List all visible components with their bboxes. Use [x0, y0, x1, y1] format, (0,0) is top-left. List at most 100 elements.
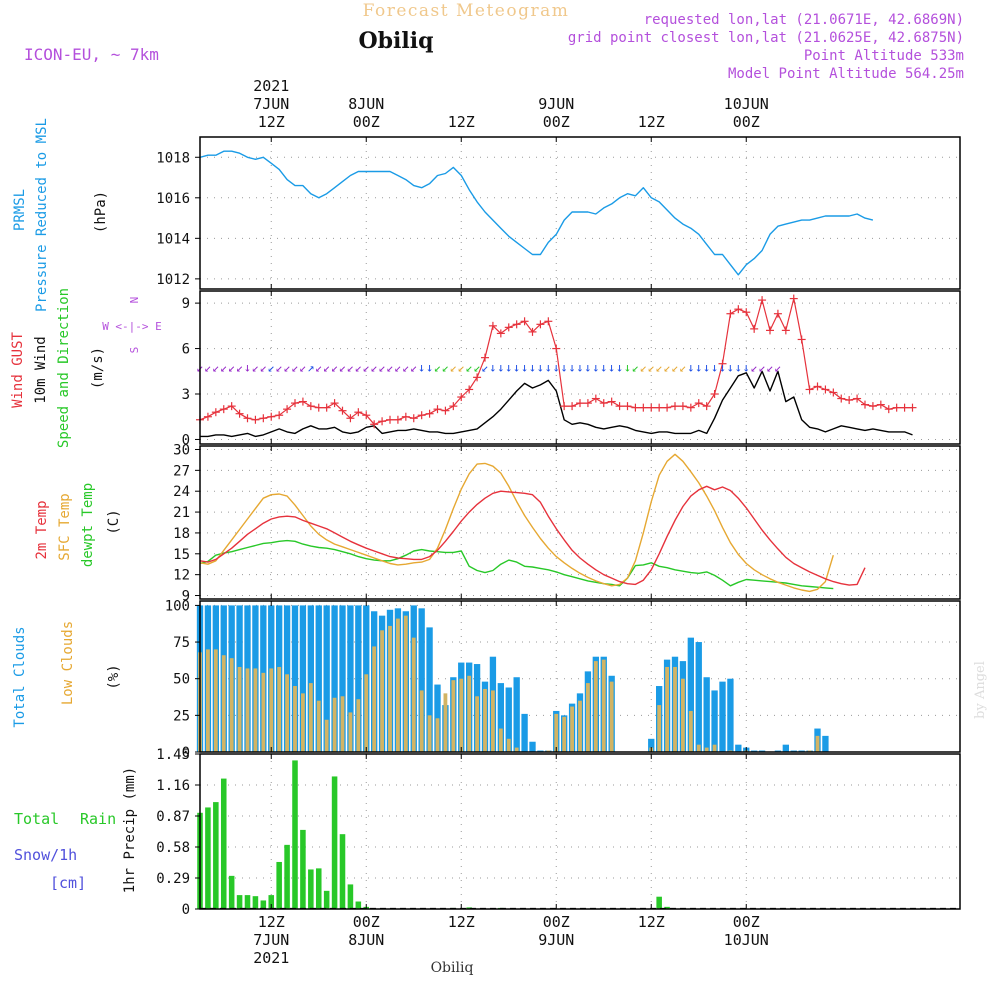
cloud-unit-label: (%): [106, 664, 122, 689]
precip-labels: Total Rain Snow/1h [cm] 1hr Precip (mm): [14, 767, 138, 893]
low-cloud-bar: [514, 747, 519, 752]
rain-bar: [300, 829, 306, 909]
y-tick-label-clouds-1: 25: [173, 708, 190, 724]
gust-marker: [758, 296, 767, 305]
low-cloud-bar: [388, 625, 392, 752]
y-tick-label-temperature-3: 18: [173, 526, 190, 542]
low-cloud-bar: [475, 696, 479, 752]
wind-unit-label: (m/s): [90, 347, 106, 389]
low-cloud-bar: [443, 693, 448, 752]
low-cloud-bar: [815, 735, 820, 752]
wind-arrow: ↙: [236, 360, 243, 374]
wind-arrow: ↙: [774, 360, 781, 374]
low-cloud-bar: [411, 637, 416, 752]
wind-arrow: ↓: [553, 360, 560, 374]
sfc-temp-label: SFC Temp: [57, 493, 73, 560]
wind-arrow: ↓: [584, 360, 591, 374]
x-tick-label-top: 00Z: [353, 113, 380, 131]
gust-marker: [401, 412, 410, 421]
wind-arrow: ↓: [592, 360, 599, 374]
gust-marker: [900, 403, 909, 412]
gust-marker: [544, 317, 553, 326]
wind-arrow: ↓: [489, 360, 496, 374]
total-cloud-bar: [648, 738, 655, 752]
gust-marker: [623, 402, 632, 411]
total-cloud-bar: [782, 744, 789, 752]
gust-marker: [386, 415, 394, 424]
total-cloud-bar: [703, 677, 710, 752]
gust-marker: [441, 406, 450, 415]
sfc-temp-line: [200, 453, 834, 593]
wind-arrow: ↙: [355, 360, 362, 374]
low-cloud-bar: [467, 675, 472, 752]
wind-arrow: ↙: [410, 360, 417, 374]
gust-marker: [671, 402, 679, 411]
low-cloud-bar: [221, 655, 226, 752]
low-cloud-bar: [665, 666, 669, 752]
y-tick-label-pressure-1: 1014: [156, 231, 190, 247]
frame-temperature: [199, 445, 961, 600]
rain-bar: [260, 900, 267, 909]
low-cloud-bar: [372, 646, 377, 752]
wind-arrow: ↓: [497, 360, 504, 374]
rain-bar: [315, 868, 322, 909]
wind-arrow: ↙: [671, 360, 678, 374]
gust-marker: [861, 400, 869, 409]
gust-marker: [678, 402, 687, 411]
rain-bar: [284, 844, 290, 909]
x-tick-label-bottom: 00Z: [733, 913, 760, 931]
wind-arrow: ↙: [268, 360, 275, 374]
gust-marker: [393, 415, 402, 424]
low-cloud-bar: [562, 716, 567, 752]
gust-marker: [496, 329, 505, 338]
wind-arrow: ↙: [679, 360, 686, 374]
pressure-labels: PRMSL Pressure Reduced to MSL (hPa): [12, 118, 109, 312]
x-tick-label-top: 00Z: [543, 113, 570, 131]
gust-marker: [457, 393, 466, 402]
wind-arrow: ↗: [307, 360, 314, 374]
gust-marker: [211, 408, 220, 417]
wind-arrow: ↙: [323, 360, 330, 374]
low-cloud-bar: [609, 681, 614, 752]
temp-labels: 2m Temp SFC Temp dewpt Temp (C): [34, 483, 122, 567]
total-cloud-bar: [331, 605, 338, 752]
y-tick-label-temperature-1: 12: [173, 568, 190, 584]
low-cloud-bar: [419, 690, 424, 752]
x-tick-label-top: 8JUN: [348, 95, 384, 113]
gust-marker: [378, 417, 387, 426]
gust-marker: [734, 305, 743, 314]
low-cloud-bar: [586, 683, 590, 752]
low-cloud-bar: [601, 659, 606, 752]
temp2m-label: 2m Temp: [34, 500, 50, 559]
total-clouds-label: Total Clouds: [12, 626, 28, 727]
wind-arrow: ↙: [466, 360, 473, 374]
low-cloud-bar: [593, 661, 598, 752]
low-cloud-bar: [332, 697, 337, 752]
gust-marker: [306, 402, 315, 411]
gust-marker: [235, 409, 244, 418]
wind-arrow: ↓: [719, 360, 726, 374]
gust-marker: [631, 403, 640, 412]
credit-label: by Angel: [973, 661, 988, 719]
gust-marker: [560, 402, 569, 411]
total-cloud-bar: [426, 627, 433, 752]
gridpoint-coords: grid point closest lon,lat (21.0625E, 42…: [568, 30, 964, 46]
wind-dir-label: Speed and Direction: [56, 288, 72, 448]
wind-arrow: ↓: [600, 360, 607, 374]
rain-bar: [339, 834, 346, 909]
wind-arrow: ↓: [568, 360, 575, 374]
gust-marker: [829, 388, 838, 397]
x-tick-label-bottom: 8JUN: [348, 931, 384, 949]
wind-arrow: ↓: [244, 360, 251, 374]
wind-arrow: ↓: [624, 360, 631, 374]
rain-bar: [236, 895, 243, 909]
low-cloud-bar: [578, 700, 582, 752]
wind-arrow: ↓: [521, 360, 528, 374]
low-cloud-bar: [253, 668, 258, 752]
wind-arrow: ↙: [442, 360, 449, 374]
gust-marker: [283, 405, 292, 414]
gust-marker: [615, 402, 624, 411]
low-cloud-bar: [301, 693, 305, 752]
